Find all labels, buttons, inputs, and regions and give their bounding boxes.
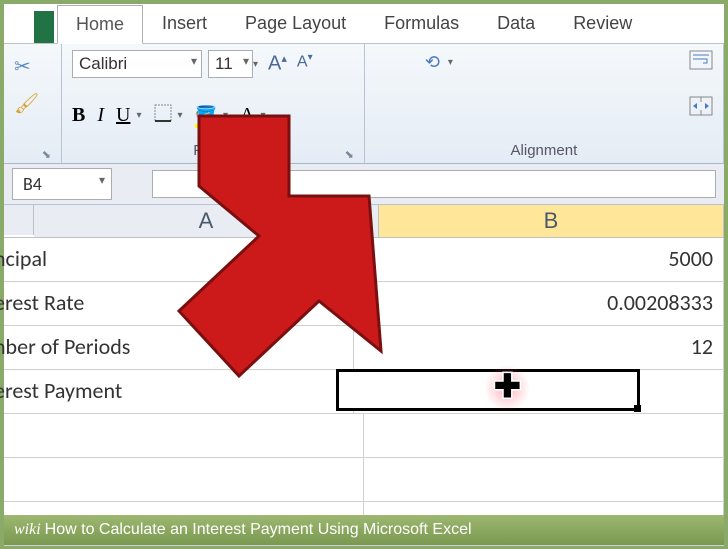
alignment-group: ⟲ ▾ Alignment — [365, 44, 724, 163]
ribbon-tabs: Home Insert Page Layout Formulas Data Re… — [4, 4, 724, 44]
cell-a6[interactable] — [4, 458, 364, 501]
underline-button[interactable]: U — [116, 104, 130, 127]
formula-input[interactable] — [152, 170, 716, 198]
increase-font-icon[interactable]: A▴ — [264, 50, 291, 78]
wrap-text-icon[interactable] — [689, 50, 713, 75]
cell-a3[interactable]: nber of Periods — [0, 326, 354, 369]
column-header-a[interactable]: A — [34, 205, 379, 237]
borders-icon[interactable] — [154, 104, 172, 127]
cell-a1[interactable]: ncipal — [0, 238, 354, 281]
table-row: erest Payment — [4, 370, 724, 414]
cell-b3[interactable]: 12 — [354, 326, 724, 369]
chevron-down-icon[interactable]: ▾ — [253, 59, 258, 70]
tab-data[interactable]: Data — [478, 4, 554, 43]
cell-a4[interactable]: erest Payment — [0, 370, 354, 413]
table-row — [4, 458, 724, 502]
tab-home[interactable]: Home — [57, 5, 143, 44]
clipboard-launcher-icon[interactable]: ⬊ — [42, 148, 51, 161]
caption-bar: wiki How to Calculate an Interest Paymen… — [4, 515, 724, 545]
format-painter-icon[interactable]: 🖌 — [14, 91, 51, 116]
chevron-down-icon[interactable]: ▾ — [260, 110, 265, 121]
cell-b4[interactable] — [354, 370, 724, 413]
cell-b1[interactable]: 5000 — [354, 238, 724, 281]
decrease-font-icon[interactable]: A▾ — [293, 50, 317, 78]
name-box[interactable]: B4 — [12, 168, 112, 200]
table-row: erest Rate 0.00208333 — [4, 282, 724, 326]
font-group-label: Font — [193, 142, 223, 161]
cell-a5[interactable] — [4, 414, 364, 457]
cell-a2[interactable]: erest Rate — [0, 282, 354, 325]
select-all-corner[interactable] — [4, 205, 34, 235]
cell-b2[interactable]: 0.00208333 — [354, 282, 724, 325]
orientation-icon[interactable]: ⟲ — [425, 52, 440, 73]
chevron-down-icon[interactable]: ▾ — [178, 110, 183, 121]
font-size-select[interactable]: 11 — [208, 50, 253, 78]
column-header-b[interactable]: B — [379, 205, 724, 237]
cell-b5[interactable] — [364, 414, 724, 457]
chevron-down-icon[interactable]: ▾ — [136, 110, 141, 121]
tab-formulas[interactable]: Formulas — [365, 4, 478, 43]
bold-button[interactable]: B — [72, 104, 85, 127]
caption-text: How to Calculate an Interest Payment Usi… — [45, 521, 472, 539]
table-row — [4, 414, 724, 458]
font-launcher-icon[interactable]: ⬊ — [345, 148, 354, 161]
file-tab[interactable] — [34, 11, 54, 43]
cell-b6[interactable] — [364, 458, 724, 501]
formula-bar: B4 — [4, 164, 724, 205]
alignment-group-label: Alignment — [511, 142, 578, 161]
font-name-select[interactable]: Calibri — [72, 50, 202, 78]
ribbon: ✂ 🖌 ⬊ Calibri 11 ▾ A▴ A▾ B I U ▾ ▾ 🪣 — [4, 44, 724, 164]
tab-review[interactable]: Review — [554, 4, 651, 43]
chevron-down-icon[interactable]: ▾ — [448, 57, 453, 68]
font-color-icon[interactable]: A — [240, 104, 254, 127]
merge-center-icon[interactable] — [689, 96, 713, 121]
table-row: ncipal 5000 — [4, 238, 724, 282]
italic-button[interactable]: I — [97, 104, 104, 127]
cell-cursor-icon: ✚ — [494, 367, 521, 405]
wikihow-logo: wiki — [14, 521, 41, 539]
spreadsheet-grid[interactable]: A B ncipal 5000 erest Rate 0.00208333 nb… — [4, 205, 724, 546]
table-row: nber of Periods 12 — [4, 326, 724, 370]
font-group: Calibri 11 ▾ A▴ A▾ B I U ▾ ▾ 🪣 ▾ A — [62, 44, 365, 163]
chevron-down-icon[interactable]: ▾ — [223, 110, 228, 121]
tab-page-layout[interactable]: Page Layout — [226, 4, 365, 43]
fill-color-icon[interactable]: 🪣 — [195, 105, 217, 126]
clipboard-group: ✂ 🖌 ⬊ — [4, 44, 62, 163]
tab-insert[interactable]: Insert — [143, 4, 226, 43]
cut-icon[interactable]: ✂ — [14, 54, 51, 79]
